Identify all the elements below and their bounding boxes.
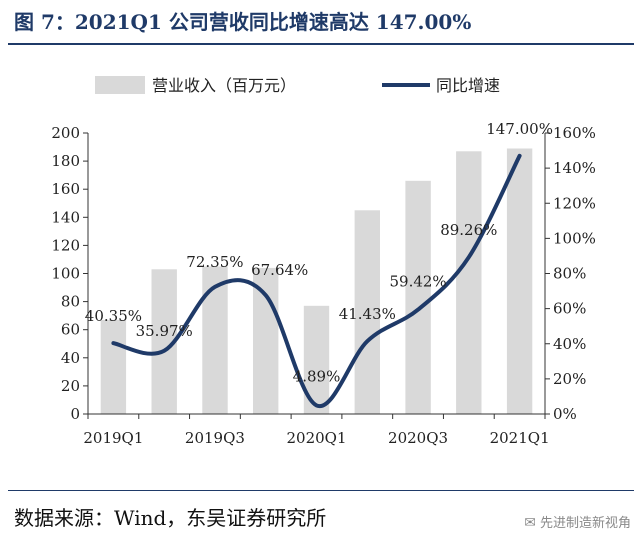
bar-2019Q3 bbox=[202, 266, 228, 414]
y-left-tick-label: 60 bbox=[61, 321, 80, 339]
growth-data-label: 72.35% bbox=[186, 253, 243, 271]
y-right-tick-label: 160% bbox=[553, 124, 596, 142]
x-tick-label: 2019Q3 bbox=[185, 429, 245, 447]
y-right-tick-label: 40% bbox=[553, 335, 586, 353]
y-right-tick-label: 100% bbox=[553, 229, 596, 247]
y-right-tick-label: 140% bbox=[553, 159, 596, 177]
wechat-icon: ✉ bbox=[524, 515, 536, 531]
y-right-tick-label: 0% bbox=[553, 405, 577, 423]
growth-data-label: 41.43% bbox=[339, 305, 396, 323]
legend-bar-label: 营业收入（百万元） bbox=[152, 76, 296, 95]
y-right-tick-label: 60% bbox=[553, 300, 586, 318]
combo-chart: 营业收入（百万元） 同比增速 0 20 40 60 80 100 120 140 160 180 2… bbox=[51, 76, 596, 447]
legend: 营业收入（百万元） 同比增速 bbox=[95, 76, 500, 95]
y-left-tick-label: 0 bbox=[70, 405, 80, 423]
y-left-tick-label: 80 bbox=[61, 293, 80, 311]
growth-line bbox=[111, 153, 522, 408]
x-tick-label: 2020Q3 bbox=[388, 429, 448, 447]
growth-data-label: 89.26% bbox=[440, 221, 497, 239]
growth-data-label: 59.42% bbox=[389, 273, 446, 291]
source-text: 数据来源：Wind，东吴证券研究所 bbox=[14, 506, 327, 530]
bar-2020Q3 bbox=[405, 180, 431, 414]
x-tick-label: 2021Q1 bbox=[490, 429, 550, 447]
bar-2019Q1 bbox=[100, 319, 127, 414]
chart-title: 图 7：2021Q1 公司营收同比增速高达 147.00% bbox=[14, 10, 472, 34]
y-right-tick-label: 80% bbox=[553, 265, 586, 283]
bar-2020Q4 bbox=[456, 151, 482, 415]
y-left-tick-label: 160 bbox=[51, 180, 80, 198]
x-tick-label: 2020Q1 bbox=[286, 429, 346, 447]
source-rule bbox=[8, 490, 634, 491]
growth-data-label: 67.64% bbox=[251, 261, 308, 279]
y-left-tick-label: 20 bbox=[61, 377, 80, 395]
y-left-tick-label: 100 bbox=[51, 265, 80, 283]
bars-group bbox=[100, 148, 533, 415]
y-left-tick-label: 120 bbox=[51, 236, 80, 254]
y-left-tick-label: 140 bbox=[51, 208, 80, 226]
labels-group: 40.35%35.97% 72.35% 67.64% 4.89% 41.43% 59.42… bbox=[85, 120, 553, 386]
y-left-tick-label: 40 bbox=[61, 349, 80, 367]
y-left-tick-label: 180 bbox=[51, 152, 80, 170]
growth-data-label: 40.35% bbox=[85, 307, 142, 325]
bar-2020Q2 bbox=[354, 210, 380, 414]
y-left-tick-label: 200 bbox=[51, 124, 80, 142]
title-rule bbox=[8, 43, 634, 45]
watermark-text: 先进制造新视角 bbox=[539, 516, 631, 531]
legend-bar-swatch bbox=[95, 76, 145, 94]
legend-line-label: 同比增速 bbox=[436, 76, 500, 95]
y-right-tick-label: 120% bbox=[553, 194, 596, 212]
growth-data-label: 147.00% bbox=[486, 120, 553, 138]
growth-data-label: 4.89% bbox=[293, 367, 341, 385]
growth-data-label: 35.97% bbox=[136, 322, 193, 340]
bar-2021Q1 bbox=[506, 148, 533, 414]
watermark: ✉ 先进制造新视角 bbox=[524, 512, 631, 531]
y-right-tick-label: 20% bbox=[553, 370, 586, 388]
x-tick-label: 2019Q1 bbox=[83, 429, 143, 447]
bar-2019Q4 bbox=[253, 267, 279, 414]
line-group bbox=[111, 153, 522, 408]
axes-group: 0 20 40 60 80 100 120 140 160 180 200 0% 20% 40% 60% 80… bbox=[51, 124, 596, 447]
